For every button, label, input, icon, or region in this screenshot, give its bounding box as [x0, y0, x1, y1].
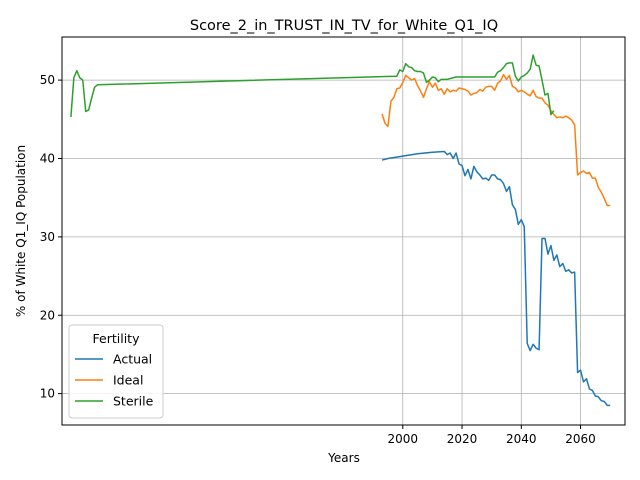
- legend: Fertility Actual Ideal Sterile: [68, 324, 164, 419]
- series-line-sterile: [70, 54, 555, 118]
- x-tick-label: 2000: [387, 432, 418, 446]
- series-lines: [70, 54, 611, 407]
- x-tick-label: 2040: [506, 432, 537, 446]
- x-tick-label: 2020: [447, 432, 478, 446]
- y-axis: 10 20 30 40 50: [40, 73, 62, 401]
- series-line-ideal: [381, 73, 611, 207]
- grid: [62, 37, 625, 425]
- legend-box: [68, 324, 164, 419]
- legend-label-ideal: Ideal: [113, 373, 143, 388]
- y-tick-label: 40: [40, 151, 55, 165]
- y-tick-label: 20: [40, 308, 55, 322]
- plot-frame: [61, 36, 626, 426]
- legend-title: Fertility: [93, 331, 141, 346]
- series-line-actual: [381, 150, 611, 407]
- y-tick-label: 30: [40, 230, 55, 244]
- legend-label-sterile: Sterile: [113, 394, 154, 409]
- y-axis-label: % of White Q1_IQ Population: [14, 145, 28, 317]
- chart-title: Score_2_in_TRUST_IN_TV_for_White_Q1_IQ: [190, 18, 498, 34]
- x-axis-label: Years: [327, 451, 360, 465]
- y-tick-label: 10: [40, 387, 55, 401]
- x-tick-label: 2060: [565, 432, 596, 446]
- x-axis: 2000 2020 2040 2060: [387, 425, 596, 446]
- y-tick-label: 50: [40, 73, 55, 87]
- legend-label-actual: Actual: [113, 352, 152, 367]
